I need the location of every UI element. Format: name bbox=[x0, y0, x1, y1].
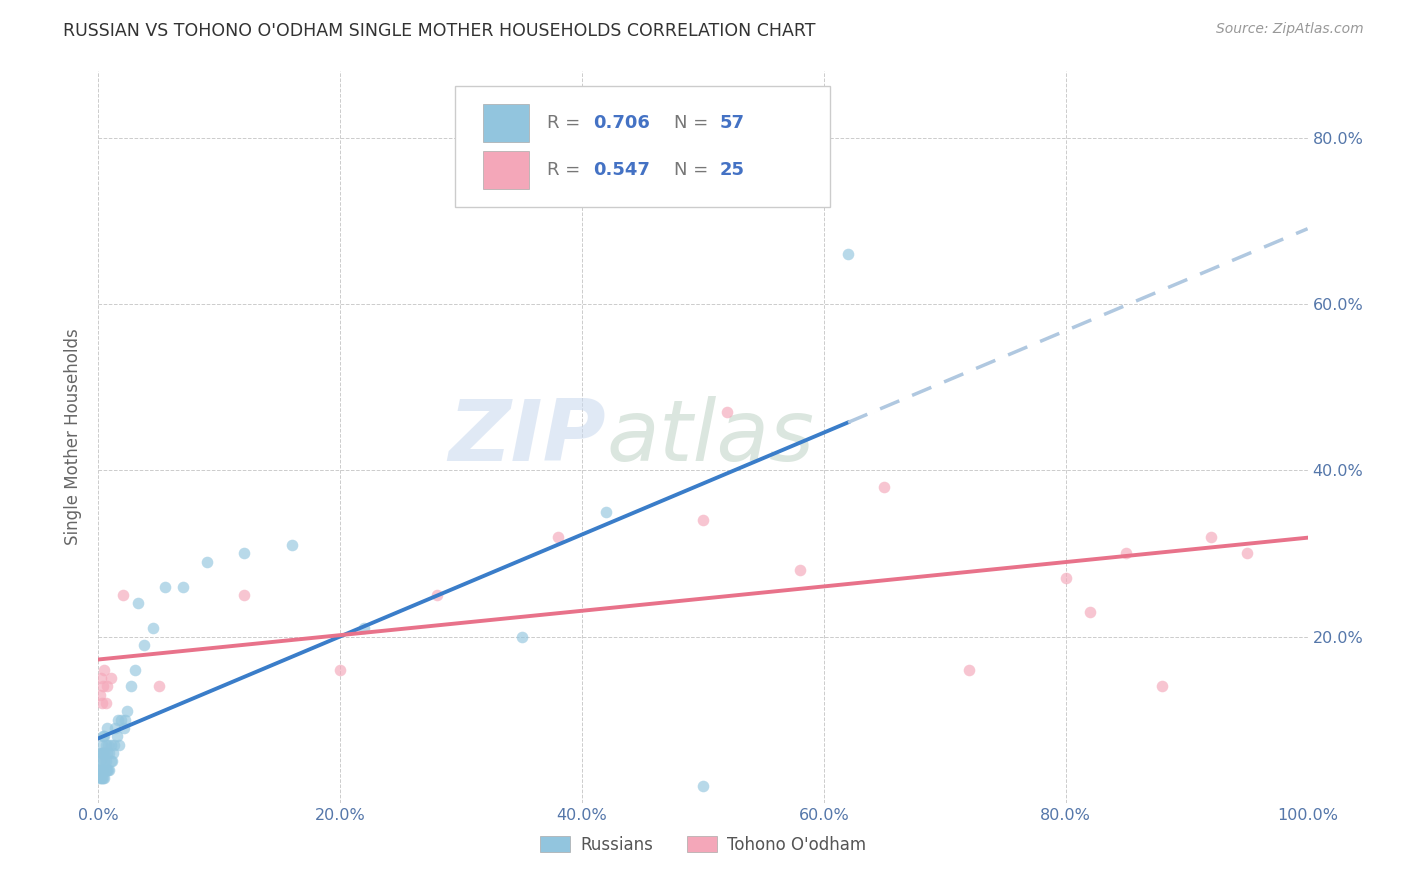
Point bbox=[89, 754, 111, 768]
Point bbox=[1115, 546, 1137, 560]
Point bbox=[91, 771, 114, 785]
Text: R =: R = bbox=[547, 113, 586, 131]
FancyBboxPatch shape bbox=[482, 103, 529, 142]
Point bbox=[232, 588, 254, 602]
Point bbox=[98, 746, 121, 760]
Point bbox=[93, 754, 115, 768]
Point bbox=[91, 763, 114, 777]
Point bbox=[91, 763, 114, 777]
Point bbox=[96, 763, 118, 777]
Point bbox=[112, 721, 135, 735]
Point bbox=[1199, 530, 1222, 544]
Point bbox=[124, 663, 146, 677]
Point bbox=[96, 680, 118, 694]
Point bbox=[91, 771, 114, 785]
Point bbox=[1054, 571, 1077, 585]
Point bbox=[1152, 680, 1174, 694]
Point bbox=[510, 630, 533, 644]
Text: N =: N = bbox=[673, 161, 714, 179]
Text: RUSSIAN VS TOHONO O'ODHAM SINGLE MOTHER HOUSEHOLDS CORRELATION CHART: RUSSIAN VS TOHONO O'ODHAM SINGLE MOTHER … bbox=[63, 22, 815, 40]
Point bbox=[873, 480, 896, 494]
Point bbox=[281, 538, 304, 552]
Point bbox=[91, 746, 114, 760]
Point bbox=[1078, 605, 1101, 619]
Text: 25: 25 bbox=[720, 161, 745, 179]
Point bbox=[94, 738, 117, 752]
Point bbox=[111, 588, 134, 602]
Text: Source: ZipAtlas.com: Source: ZipAtlas.com bbox=[1216, 22, 1364, 37]
Point bbox=[100, 671, 122, 685]
Point bbox=[98, 763, 121, 777]
Point bbox=[97, 763, 120, 777]
Point bbox=[127, 596, 149, 610]
Y-axis label: Single Mother Households: Single Mother Households bbox=[65, 329, 83, 545]
Point bbox=[96, 746, 118, 760]
Point bbox=[105, 729, 128, 743]
Point bbox=[91, 746, 114, 760]
Point bbox=[172, 580, 194, 594]
Point bbox=[114, 713, 136, 727]
Point bbox=[103, 738, 125, 752]
Point bbox=[89, 771, 111, 785]
Point bbox=[96, 721, 118, 735]
Point bbox=[108, 738, 131, 752]
Point bbox=[91, 729, 114, 743]
Point bbox=[91, 696, 114, 710]
Point bbox=[87, 763, 110, 777]
Text: atlas: atlas bbox=[606, 395, 814, 479]
Point bbox=[104, 721, 127, 735]
Legend: Russians, Tohono O'odham: Russians, Tohono O'odham bbox=[534, 829, 872, 860]
Point bbox=[595, 505, 617, 519]
Point bbox=[329, 663, 352, 677]
Text: ZIP: ZIP bbox=[449, 395, 606, 479]
Point bbox=[716, 405, 738, 419]
Point bbox=[107, 713, 129, 727]
Point bbox=[100, 738, 122, 752]
Point bbox=[957, 663, 980, 677]
Point bbox=[232, 546, 254, 560]
Point bbox=[100, 754, 122, 768]
Point bbox=[1236, 546, 1258, 560]
Point bbox=[692, 779, 714, 793]
Point bbox=[837, 247, 859, 261]
Text: 0.547: 0.547 bbox=[593, 161, 650, 179]
Point bbox=[692, 513, 714, 527]
Point bbox=[91, 738, 114, 752]
Point bbox=[94, 696, 117, 710]
Point bbox=[142, 621, 165, 635]
Point bbox=[93, 729, 115, 743]
Text: 57: 57 bbox=[720, 113, 745, 131]
Point bbox=[134, 638, 156, 652]
Point bbox=[101, 746, 124, 760]
Point bbox=[789, 563, 811, 577]
Point bbox=[547, 530, 569, 544]
Point bbox=[90, 771, 112, 785]
Point bbox=[100, 754, 122, 768]
Point bbox=[97, 738, 120, 752]
Point bbox=[93, 746, 115, 760]
Text: N =: N = bbox=[673, 113, 714, 131]
Point bbox=[94, 754, 117, 768]
Point bbox=[195, 555, 218, 569]
Point bbox=[353, 621, 375, 635]
FancyBboxPatch shape bbox=[482, 151, 529, 189]
Point bbox=[148, 680, 170, 694]
Point bbox=[94, 763, 117, 777]
Point bbox=[426, 588, 449, 602]
Point bbox=[110, 713, 132, 727]
Point bbox=[117, 705, 139, 719]
Text: 0.706: 0.706 bbox=[593, 113, 650, 131]
Point bbox=[93, 663, 115, 677]
FancyBboxPatch shape bbox=[456, 86, 830, 207]
Point bbox=[153, 580, 176, 594]
Point bbox=[120, 680, 142, 694]
Point bbox=[93, 771, 115, 785]
Point bbox=[90, 746, 112, 760]
Point bbox=[91, 680, 114, 694]
Text: R =: R = bbox=[547, 161, 586, 179]
Point bbox=[89, 688, 111, 702]
Point bbox=[90, 754, 112, 768]
Point bbox=[89, 763, 111, 777]
Point bbox=[90, 671, 112, 685]
